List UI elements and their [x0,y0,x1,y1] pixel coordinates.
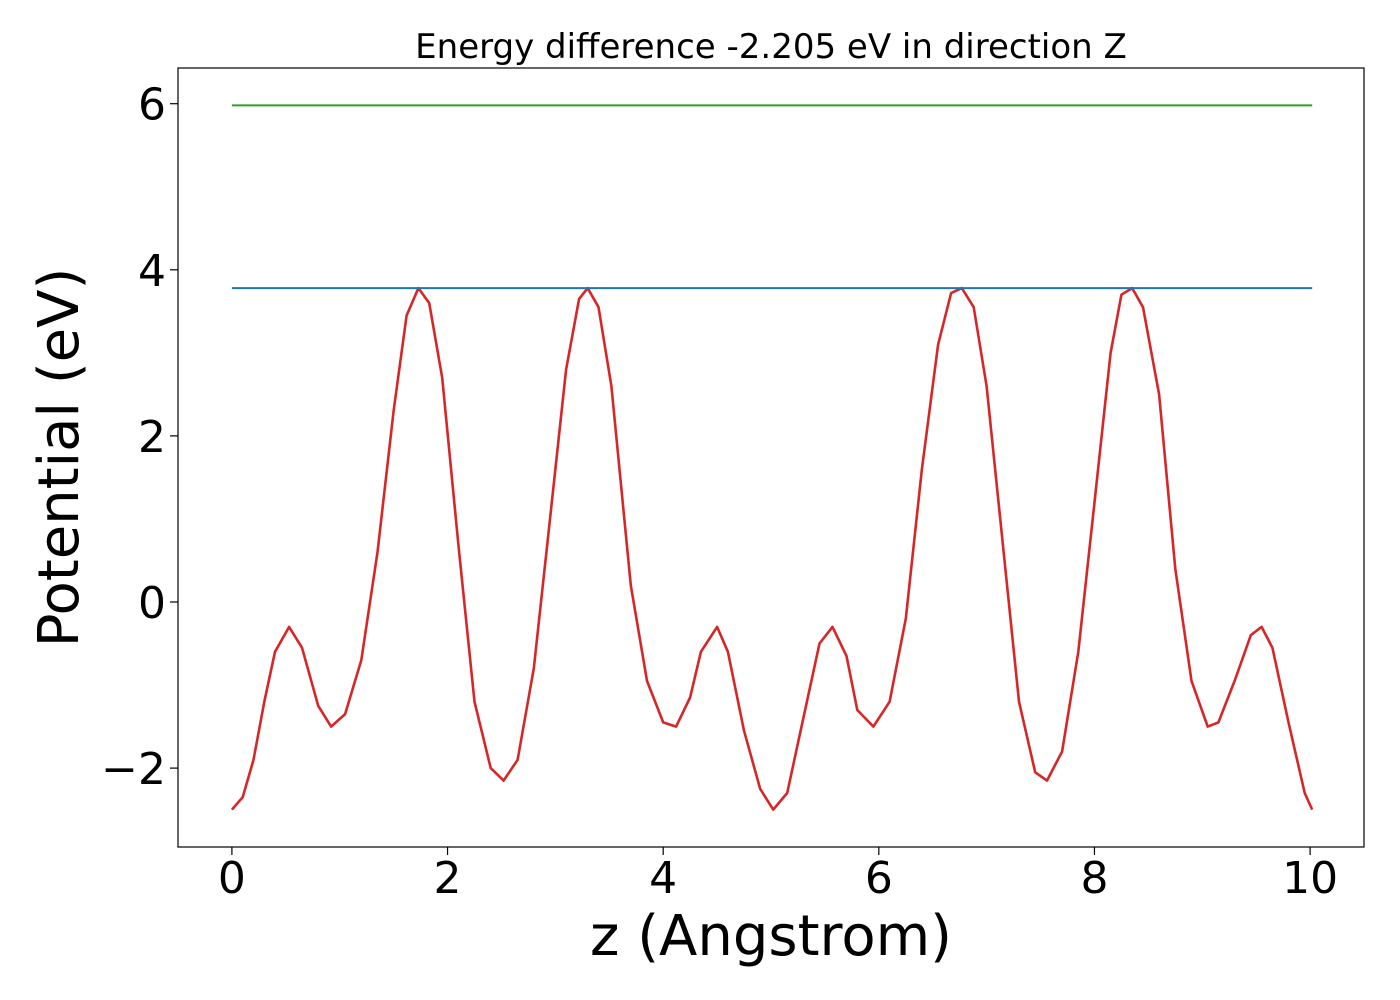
y-tick-label: 4 [138,246,166,297]
y-axis: −2 0 2 4 6 [101,80,178,795]
x-tick-label: 4 [649,853,677,904]
y-tick-label: 0 [138,578,166,629]
y-tick-label: 6 [138,80,166,131]
potential-curve [230,286,1314,811]
x-tick-label: 0 [218,853,246,904]
y-tick-label: −2 [101,744,166,795]
chart-title: Energy difference -2.205 eV in direction… [415,27,1127,67]
y-tick-label: 2 [138,412,166,463]
plot-series [230,104,1314,811]
x-axis-title: z (Angstrom) [590,904,952,969]
x-tick-label: 6 [865,853,893,904]
y-axis-title: Potential (eV) [27,268,92,648]
x-tick-label: 8 [1080,853,1108,904]
x-tick-label: 2 [434,853,462,904]
plot-area-frame [177,67,1365,848]
x-axis: 0 2 4 6 8 10 [218,847,1338,904]
x-tick-label: 10 [1282,853,1338,904]
